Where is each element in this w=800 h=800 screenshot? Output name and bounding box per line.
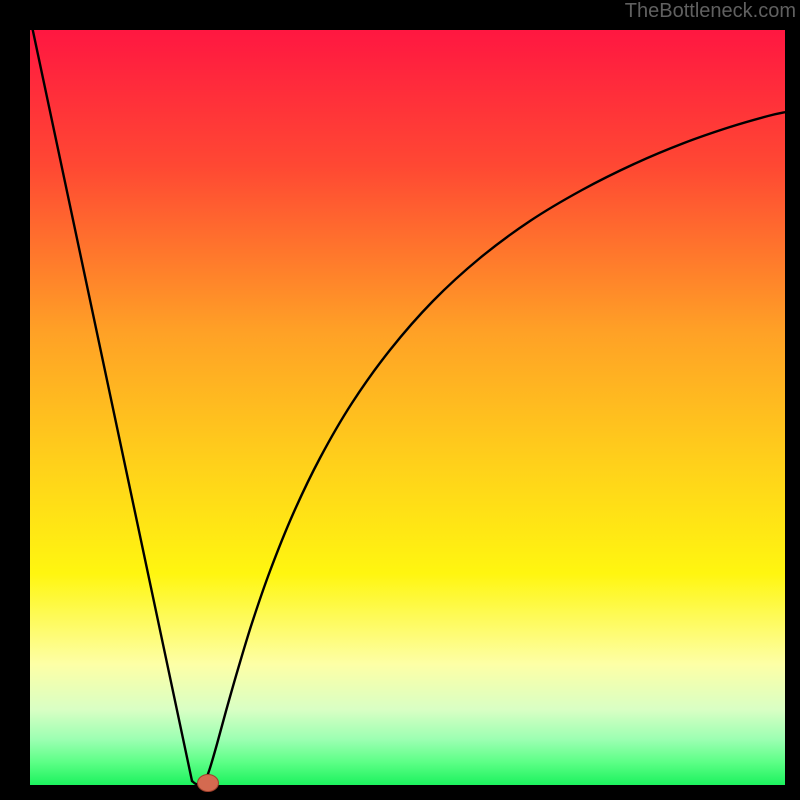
chart-frame: TheBottleneck.com: [0, 0, 800, 800]
watermark-text: TheBottleneck.com: [625, 0, 800, 23]
plot-curves: [0, 0, 800, 800]
bottleneck-marker: [197, 774, 219, 792]
